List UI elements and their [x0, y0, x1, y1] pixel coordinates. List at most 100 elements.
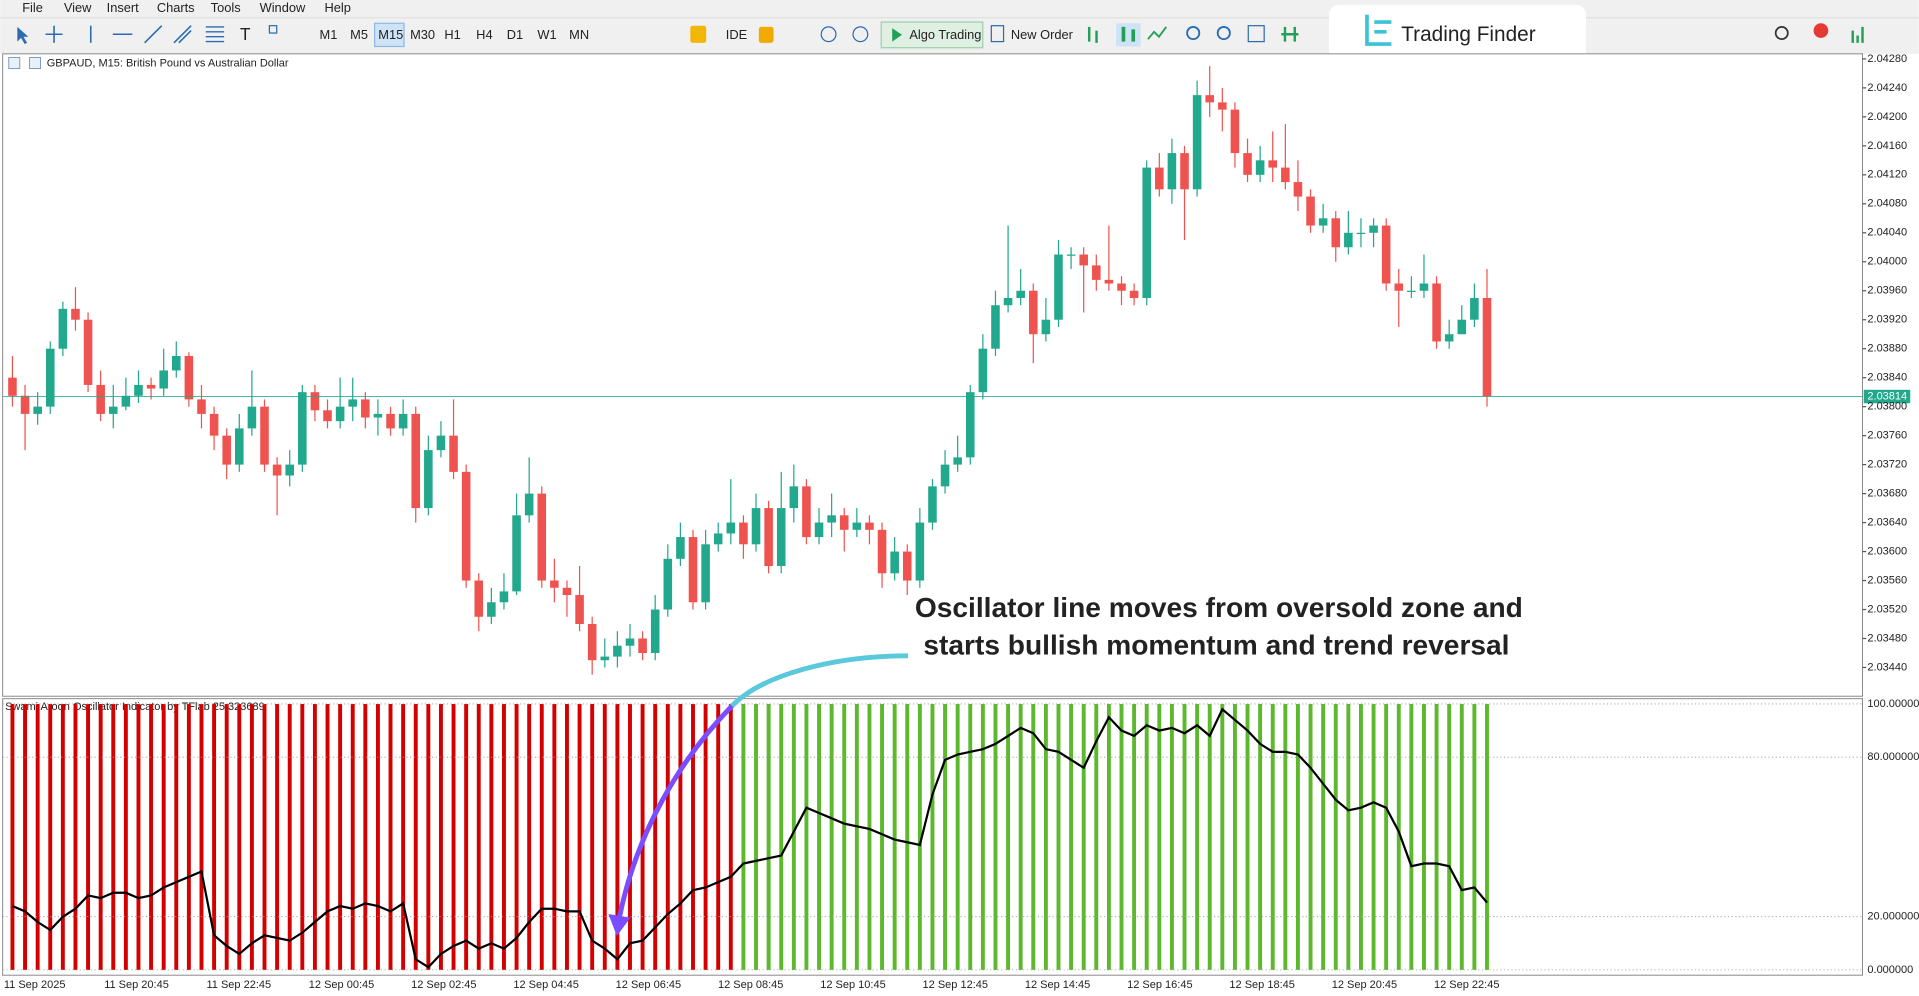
candle-body	[1444, 334, 1454, 342]
menu-item[interactable]: File	[22, 0, 43, 15]
chart-title: GBPAUD, M15: British Pound vs Australian…	[47, 58, 289, 70]
timeframe-btn[interactable]: H4	[476, 27, 492, 42]
menu-item[interactable]: Insert	[107, 0, 140, 15]
candle-body	[940, 464, 950, 487]
play-icon	[892, 28, 902, 42]
histogram-bar	[1485, 703, 1489, 970]
new-order-label[interactable]: New Order	[1011, 27, 1074, 42]
zoom-out-icon[interactable]	[1216, 26, 1231, 41]
signal-icon[interactable]	[1851, 26, 1864, 43]
ide-btn[interactable]: IDE	[726, 27, 747, 42]
histogram-bar	[779, 703, 784, 970]
candle-body	[1381, 225, 1391, 284]
histogram-bar	[1207, 703, 1212, 970]
menu-item[interactable]: Tools	[211, 0, 241, 15]
histogram-bar	[1132, 703, 1137, 970]
candle-body	[1129, 290, 1139, 298]
y-tick-label: 80.000000	[1867, 751, 1919, 763]
histogram-bar	[476, 703, 481, 970]
candle-body	[650, 609, 660, 653]
order-icon[interactable]	[990, 25, 1005, 43]
candle-body	[1218, 102, 1227, 110]
timeframe-btn[interactable]: M5	[350, 27, 368, 42]
cursor-icon[interactable]	[17, 26, 29, 45]
timeframe-btn[interactable]: MN	[569, 27, 589, 42]
candle-body	[373, 413, 383, 418]
symbol-icon	[29, 57, 42, 69]
histogram-bar	[1434, 703, 1439, 970]
candle-body	[121, 395, 131, 407]
fibo-icon[interactable]	[205, 26, 225, 43]
market-icon[interactable]	[758, 26, 774, 43]
histogram-bar	[199, 703, 204, 970]
timeframe-btn[interactable]: M1	[320, 27, 338, 42]
shift-icon[interactable]	[1281, 26, 1299, 42]
candle-body	[776, 508, 786, 567]
histogram-bar	[804, 703, 809, 970]
histogram-bar	[1220, 703, 1225, 970]
cloud-icon[interactable]	[820, 26, 837, 43]
y-tick-label: 2.03600	[1867, 545, 1907, 557]
line-icon[interactable]	[1147, 26, 1168, 40]
histogram-bar	[212, 703, 217, 970]
y-tick-label: 2.03960	[1867, 285, 1907, 297]
algo-trading-label[interactable]: Algo Trading	[909, 27, 981, 42]
histogram-bar	[867, 703, 872, 970]
grid-icon[interactable]	[1247, 25, 1265, 43]
timeframe-btn[interactable]: M15	[378, 27, 403, 42]
histogram-bar	[1106, 703, 1111, 970]
candle-body	[1306, 196, 1315, 226]
vps-icon[interactable]	[852, 26, 869, 43]
y-tick-label: 100.000000	[1867, 698, 1919, 710]
x-tick-label: 12 Sep 00:45	[309, 979, 374, 991]
candle-body	[1268, 160, 1278, 168]
histogram-bar	[1321, 703, 1326, 970]
menu-item[interactable]: View	[64, 0, 92, 15]
menu-item[interactable]: Window	[260, 0, 306, 15]
candle-body	[625, 638, 635, 646]
histogram-bar	[388, 703, 393, 970]
timeframe-btn[interactable]: W1	[537, 27, 556, 42]
histogram-bar	[86, 703, 91, 970]
timeframe-btn[interactable]: M30	[410, 27, 435, 42]
histogram-bar	[577, 703, 582, 970]
candle-body	[865, 522, 874, 530]
signals-icon[interactable]	[690, 25, 707, 43]
symbol-icon	[8, 57, 21, 69]
bars-icon[interactable]	[1087, 26, 1098, 43]
candle-body	[1432, 283, 1441, 342]
timeframe-btn[interactable]: D1	[507, 27, 523, 42]
zoom-in-icon[interactable]	[1186, 26, 1201, 41]
trend-icon[interactable]	[144, 25, 163, 44]
candle-body	[134, 384, 143, 396]
candle-body	[1394, 283, 1404, 291]
y-tick-label: 2.03560	[1867, 574, 1907, 586]
candle-body	[436, 435, 446, 451]
crosshair-icon[interactable]	[45, 25, 63, 43]
candles-btn[interactable]	[1116, 23, 1141, 47]
candle-body	[1407, 290, 1416, 292]
histogram-bar	[1069, 703, 1074, 970]
candle-body	[902, 551, 912, 581]
histogram-bar	[464, 703, 469, 970]
menu-item[interactable]: Charts	[157, 0, 195, 15]
histogram-bar	[1031, 703, 1036, 970]
candle-body	[991, 305, 1000, 349]
search-icon[interactable]	[1774, 26, 1789, 41]
timeframe-btn[interactable]: H1	[444, 27, 460, 42]
histogram-bar	[590, 703, 595, 970]
candle-body	[424, 450, 433, 509]
candle-body	[1318, 218, 1328, 226]
shapes-icon[interactable]	[268, 25, 278, 34]
notification-badge[interactable]	[1813, 23, 1829, 38]
histogram-bar	[123, 703, 128, 970]
histogram-bar	[60, 703, 65, 970]
menu-item[interactable]: Help	[324, 0, 350, 15]
text-icon[interactable]: T	[240, 24, 251, 44]
channel-icon[interactable]	[173, 25, 192, 44]
candle-body	[1482, 297, 1492, 397]
histogram-bar	[426, 703, 431, 970]
y-tick-label: 2.04280	[1867, 53, 1907, 65]
